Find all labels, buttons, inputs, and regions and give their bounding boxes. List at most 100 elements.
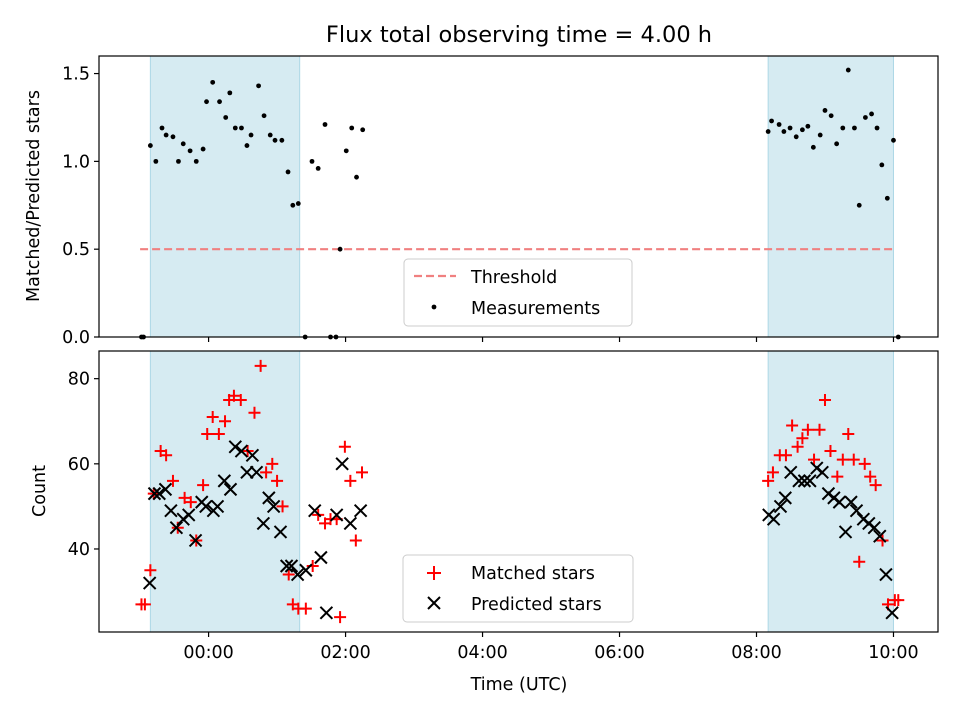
top-y-axis-label: Matched/Predicted stars [24, 90, 44, 302]
predicted-star-point [879, 567, 893, 582]
predicted-star-point [217, 474, 232, 488]
matched-star-point [201, 428, 214, 441]
predicted-star-point [873, 529, 887, 543]
measurement-point [805, 123, 811, 129]
bottom-axes-frame [98, 350, 939, 633]
x-tick-label: 04:00 [457, 643, 507, 663]
measurement-point [147, 143, 153, 148]
predicted-star-point [832, 495, 847, 509]
bottom-panel: 40 60 80 00:00 02:00 04:00 06:00 08:00 10:00 Co… [30, 350, 939, 695]
predicted-star-point [210, 499, 225, 514]
legend-measurements-label: Measurements [471, 299, 600, 319]
measurement-point [187, 148, 193, 154]
y-tick-label: 0.5 [62, 240, 90, 260]
predicted-star-point [778, 491, 792, 505]
measurement-point [354, 174, 359, 180]
measurement-point [180, 141, 186, 147]
predicted-star-point [188, 533, 203, 548]
predicted-star-point [299, 563, 313, 577]
measurement-point [159, 125, 165, 131]
measurement-point [834, 141, 840, 147]
matched-star-point [824, 445, 837, 458]
observing-window-1 [149, 55, 301, 338]
legend-predicted-swatch [427, 596, 441, 610]
measurement-point [810, 144, 816, 150]
matched-star-point [197, 479, 210, 492]
predicted-star-point [335, 457, 349, 471]
matched-star-point [178, 491, 191, 504]
predicted-star-point [249, 465, 264, 480]
matched-star-point [219, 415, 232, 428]
matched-star-point [254, 359, 267, 372]
measurement-point [227, 90, 233, 96]
matched-star-point [138, 598, 151, 611]
matched-star-point [831, 470, 844, 483]
measurement-point [295, 201, 301, 206]
matched-star-point [858, 457, 871, 470]
x-tick-label: 06:00 [594, 643, 644, 663]
measurement-point [360, 127, 366, 133]
measurement-point [765, 129, 771, 134]
measurement-point [863, 115, 868, 120]
predicted-star-point [838, 525, 853, 539]
measurement-point [799, 127, 805, 133]
matched-star-point [836, 453, 849, 466]
measurement-point [217, 99, 222, 105]
matched-star-point [212, 428, 225, 441]
y-tick-label: 1.5 [62, 65, 90, 85]
matched-star-point [166, 474, 179, 487]
predicted-star-point [353, 503, 368, 518]
measurement-point [781, 129, 787, 134]
predicted-star-point [147, 486, 162, 501]
matched-star-point [762, 474, 775, 487]
predicted-star-point [844, 495, 858, 509]
top-legend-box [403, 258, 633, 327]
measurement-point [787, 125, 793, 131]
measurement-point [210, 79, 216, 85]
measurement-point [856, 202, 862, 208]
matched-star-point [779, 449, 792, 462]
matched-star-point [260, 466, 273, 479]
matched-star-point [766, 466, 779, 479]
observing-window-2 [767, 55, 894, 338]
measurement-point [239, 125, 244, 131]
predicted-star-point [773, 499, 788, 514]
measurement-point [874, 125, 880, 131]
measurement-point [204, 99, 209, 105]
predicted-star-point [234, 444, 249, 458]
measurement-point [223, 115, 229, 120]
measurement-point [769, 118, 774, 124]
matched-star-point [791, 440, 804, 453]
matched-star-point [227, 389, 240, 402]
predicted-star-point [158, 482, 173, 497]
predicted-star-point [245, 448, 260, 463]
predicted-star-point [152, 486, 166, 501]
measurement-point [290, 202, 296, 208]
predicted-star-point [314, 550, 328, 565]
predicted-star-point [142, 576, 157, 590]
measurement-point [343, 148, 349, 154]
x-tick-label: 02:00 [320, 643, 370, 663]
predicted-star-point [319, 606, 334, 620]
y-tick-label: 60 [68, 455, 90, 475]
matched-star-point [234, 393, 247, 406]
x-axis-label: Time (UTC) [470, 675, 568, 695]
predicted-star-point [284, 559, 299, 573]
x-tick-label: 00:00 [183, 643, 233, 663]
measurement-point [349, 125, 355, 131]
matched-star-point [144, 564, 157, 577]
matched-star-point [801, 423, 814, 436]
bottom-legend: Matched stars Predicted stars [402, 554, 634, 623]
legend-matched-swatch [427, 566, 441, 580]
matched-star-point [892, 594, 905, 607]
measurement-point [852, 125, 857, 131]
predicted-star-point [815, 465, 829, 480]
matched-star-point [808, 453, 821, 466]
predicted-star-point [343, 516, 358, 531]
top-panel: 0.0 0.5 1.0 1.5 Matched/Predicted stars Thr… [24, 55, 939, 348]
top-legend: Threshold Measurements [403, 258, 633, 327]
measurement-point [891, 137, 896, 143]
measurement-point [776, 122, 782, 127]
measurement-point [879, 162, 885, 168]
measurement-point [267, 132, 273, 138]
